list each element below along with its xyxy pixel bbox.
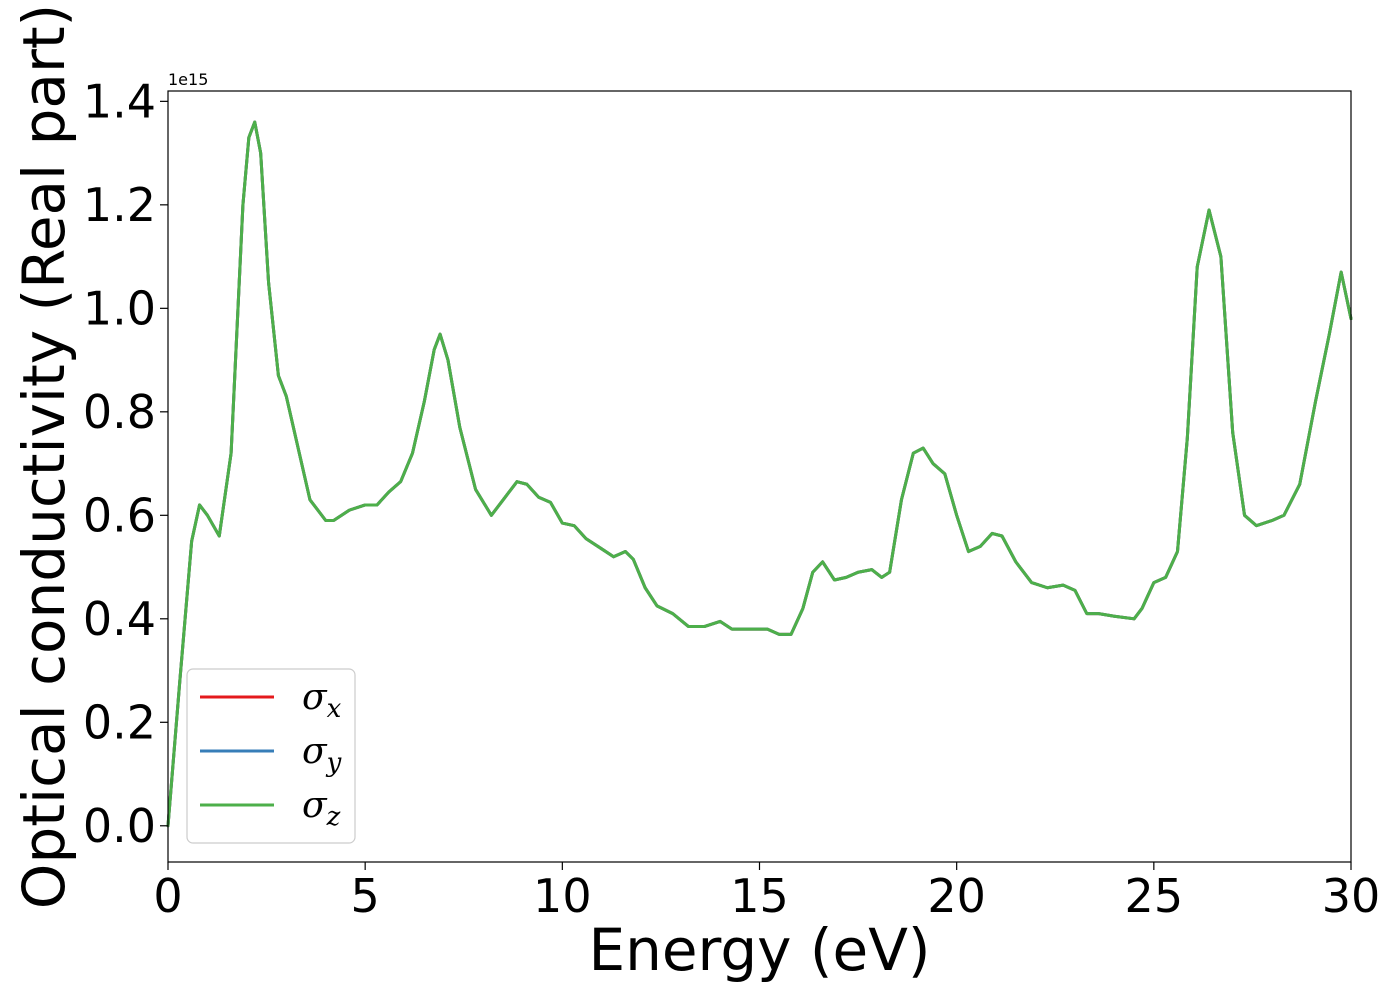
y-tick-label: 1.2 xyxy=(83,178,156,232)
legend-label: σy xyxy=(302,731,342,778)
legend: σx σy σz xyxy=(186,668,356,844)
x-tick-label: 25 xyxy=(1125,869,1184,923)
legend-label: σx xyxy=(302,677,342,724)
y-tick-label: 0.4 xyxy=(83,592,156,646)
y-tick-label: 1.4 xyxy=(83,74,156,128)
y-tick-label: 1.0 xyxy=(83,281,156,335)
x-tick-label: 10 xyxy=(533,869,592,923)
x-axis-label: Energy (eV) xyxy=(588,916,930,984)
y-axis-offset-text: 1e15 xyxy=(168,70,208,89)
x-axis: 0 5 10 15 20 25 30 xyxy=(153,862,1380,923)
y-axis: 0.0 0.2 0.4 0.6 0.8 1.0 1.2 1.4 xyxy=(83,74,168,853)
y-tick-label: 0.8 xyxy=(83,385,156,439)
y-tick-label: 0.0 xyxy=(83,799,156,853)
series-line-2 xyxy=(166,120,1353,828)
y-axis-label: Optical conductivity (Real part) xyxy=(10,4,78,909)
y-tick-label: 0.6 xyxy=(83,488,156,542)
y-tick-label: 0.2 xyxy=(83,695,156,749)
x-tick-label: 30 xyxy=(1322,869,1381,923)
series-lines xyxy=(166,120,1353,828)
x-tick-label: 0 xyxy=(153,869,182,923)
legend-box xyxy=(186,668,356,844)
x-tick-label: 5 xyxy=(351,869,380,923)
x-tick-label: 20 xyxy=(927,869,986,923)
x-tick-label: 15 xyxy=(730,869,789,923)
legend-label: σz xyxy=(302,785,341,832)
